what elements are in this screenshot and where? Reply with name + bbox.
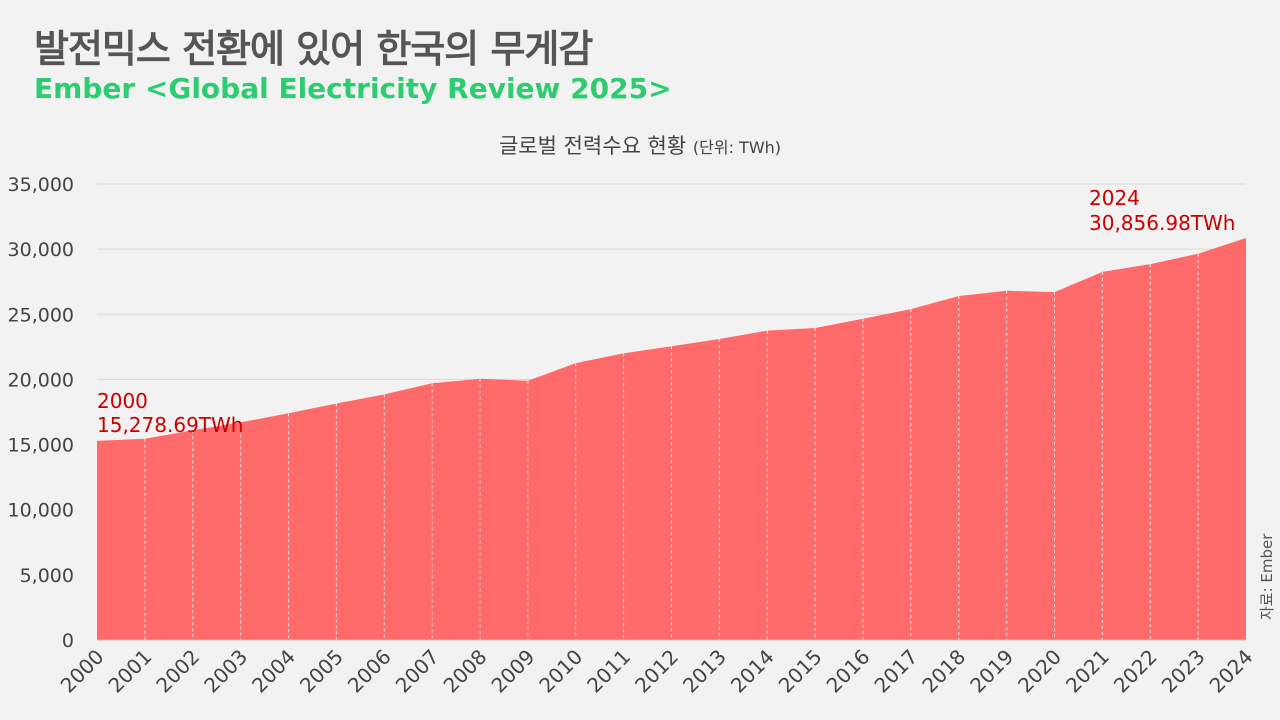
x-tick-label: 2010	[534, 645, 587, 698]
x-tick-label: 2014	[726, 645, 779, 698]
y-tick-label: 15,000	[8, 435, 74, 457]
annotation-end-value: 30,856.98TWh	[1089, 211, 1235, 235]
x-tick-label: 2001	[103, 645, 156, 698]
y-tick-label: 0	[62, 630, 74, 652]
x-tick-label: 2006	[343, 645, 396, 698]
x-tick-label: 2016	[822, 645, 875, 698]
y-tick-label: 30,000	[8, 239, 74, 261]
page-subtitle: Ember <Global Electricity Review 2025>	[34, 72, 672, 105]
x-tick-label: 2022	[1109, 645, 1162, 698]
x-tick-label: 2003	[199, 645, 252, 698]
y-tick-label: 10,000	[8, 500, 74, 522]
x-tick-label: 2021	[1061, 645, 1114, 698]
y-tick-label: 35,000	[8, 174, 74, 196]
x-tick-label: 2019	[965, 645, 1018, 698]
x-tick-label: 2018	[917, 645, 970, 698]
chart-unit-label: (단위: TWh)	[692, 138, 782, 157]
x-tick-label: 2015	[774, 645, 827, 698]
y-tick-label: 25,000	[8, 304, 74, 326]
x-tick-label: 2008	[439, 645, 492, 698]
page-title: 발전믹스 전환에 있어 한국의 무게감	[34, 27, 593, 71]
x-tick-label: 2000	[56, 645, 109, 698]
annotation-start-value: 15,278.69TWh	[97, 413, 243, 437]
x-tick-label: 2007	[391, 645, 444, 698]
chart-title-text: 글로벌 전력수요 현황	[498, 134, 687, 158]
x-tick-label: 2012	[630, 645, 683, 698]
x-tick-label: 2017	[869, 645, 922, 698]
x-tick-label: 2011	[582, 645, 635, 698]
x-tick-label: 2024	[1205, 645, 1258, 698]
annotation-start-year: 2000	[97, 389, 148, 413]
x-tick-label: 2009	[486, 645, 539, 698]
x-tick-label: 2004	[247, 645, 300, 698]
x-tick-label: 2002	[151, 645, 204, 698]
y-tick-label: 20,000	[8, 369, 74, 391]
x-tick-label: 2020	[1013, 645, 1066, 698]
annotation-end-year: 2024	[1089, 186, 1140, 210]
x-tick-label: 2023	[1157, 645, 1210, 698]
x-tick-label: 2005	[295, 645, 348, 698]
chart-title: 글로벌 전력수요 현황 (단위: TWh)	[0, 130, 1280, 160]
x-tick-label: 2013	[678, 645, 731, 698]
y-tick-label: 5,000	[20, 565, 74, 587]
